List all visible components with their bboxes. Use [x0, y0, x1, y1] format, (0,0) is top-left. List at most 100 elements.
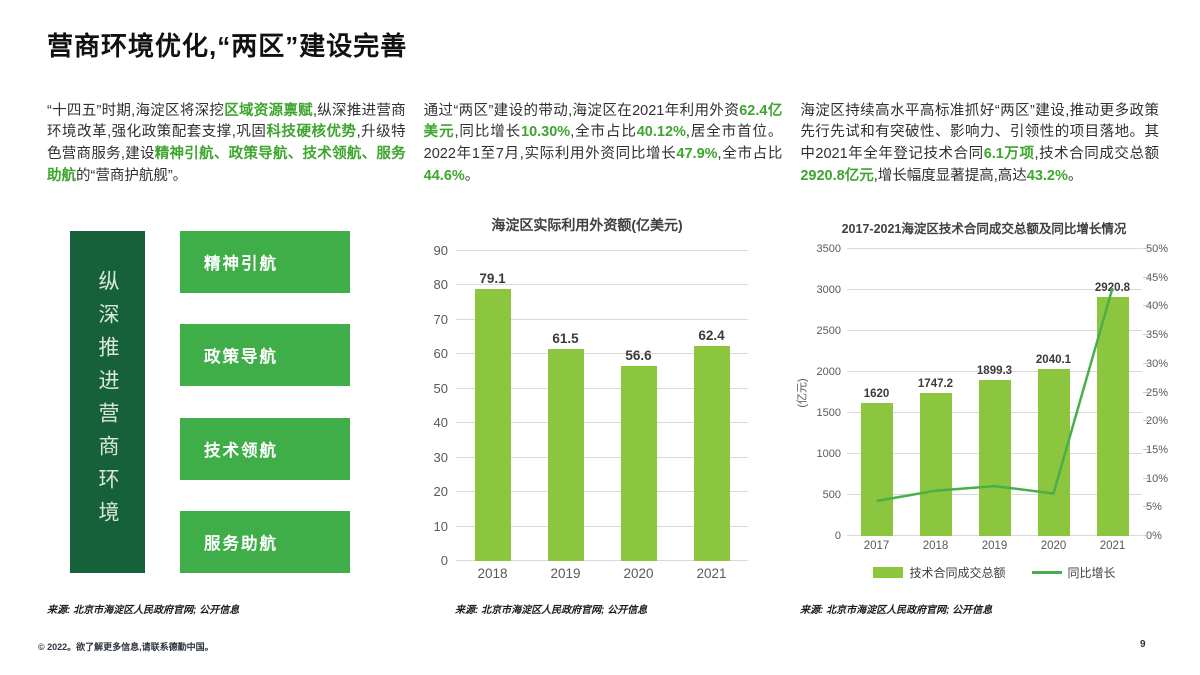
bar — [693, 346, 730, 561]
body-text: 。 — [464, 167, 480, 184]
x-axis-label: 2020 — [1040, 540, 1067, 552]
page-number: 9 — [1140, 639, 1146, 650]
bar-chart-plot-area: 0 10 20 30 40 50 60 70 80 90 79.1 61.5 56.6 62.4 — [434, 243, 748, 568]
highlighted-text: 2920.8亿元 — [800, 167, 874, 184]
y-axis-label: 60 — [433, 346, 448, 362]
y-axis-label: 80 — [433, 277, 448, 293]
body-text: ,技术合同成交总额 — [1034, 146, 1159, 162]
y-axis-label-right: 40% — [1146, 300, 1169, 313]
x-axis-labels: 2017 2018 2019 2020 2021 — [847, 540, 1142, 552]
bar-value-label: 79.1 — [479, 270, 506, 286]
gridline — [456, 422, 748, 424]
bar-value-label: 61.5 — [552, 331, 579, 347]
chart-legend: 技术合同成交总额 同比增长 — [847, 564, 1142, 581]
y-axis-label-right: 10% — [1146, 472, 1169, 485]
legend-bar-swatch — [873, 567, 904, 578]
body-text: ,增长幅度显著提高,高达 — [873, 167, 1027, 184]
body-text: ,升级特色营商服务,建设 — [47, 124, 406, 162]
gridline — [847, 330, 1142, 331]
body-text: ,全市占比 — [570, 124, 637, 141]
y-axis-label-left: 500 — [822, 489, 841, 502]
gridline — [456, 353, 748, 355]
bar-group: 1620 — [860, 249, 893, 536]
gridline — [456, 456, 748, 458]
y-axis-label: 30 — [433, 449, 448, 465]
gridline — [456, 387, 748, 389]
highlighted-text: 科技硬核优势 — [266, 124, 357, 141]
source-note-right: 来源: 北京市海淀区人民政府官网; 公开信息 — [800, 605, 993, 616]
page-title: 营商环境优化,“两区”建设完善 — [47, 31, 408, 61]
x-axis-label: 2018 — [477, 566, 508, 581]
bar-value-label: 1620 — [863, 388, 890, 401]
bar — [1096, 296, 1129, 536]
paragraph-right: 海淀区持续高水平高标准抓好“两区”建设,推动更多政策先行先试和有突破性、影响力、… — [800, 101, 1159, 188]
bar — [620, 366, 657, 561]
y-axis-label-right: 5% — [1146, 501, 1162, 514]
bar-chart-foreign-investment: 海淀区实际利用外资额(亿美元) 0 10 20 30 40 50 60 70 80 90 79.1 6… — [420, 215, 754, 581]
body-text: “十四五”时期,海淀区将深挖 — [47, 102, 225, 119]
axis-tick — [1143, 276, 1149, 278]
bar — [474, 288, 511, 561]
legend-label: 技术合同成交总额 — [909, 566, 1006, 580]
chart-title: 海淀区实际利用外资额(亿美元) — [491, 217, 683, 233]
combo-chart-tech-contracts: 2017-2021海淀区技术合同成交总额及同比增长情况 (亿元) 0 500 100… — [783, 218, 1185, 581]
bar-group: 56.6 — [620, 251, 657, 561]
y-axis-label-right: 30% — [1146, 357, 1169, 370]
x-axis-label: 2019 — [981, 540, 1008, 552]
x-axis-label: 2018 — [922, 540, 949, 552]
y-axis-label-right: 25% — [1146, 386, 1169, 399]
bar-value-label: 2920.8 — [1094, 281, 1131, 294]
y-axis-label-right: 15% — [1146, 443, 1169, 456]
y-axis-title: (亿元) — [796, 377, 809, 408]
highlighted-text: 47.9% — [676, 146, 718, 162]
y-axis-label-right: 45% — [1146, 271, 1169, 284]
axis-tick — [1143, 477, 1149, 479]
body-text: ,全市占比 — [717, 146, 783, 162]
bar-group: 62.4 — [693, 251, 730, 561]
highlighted-text: 40.12% — [636, 124, 686, 141]
y-axis-label-left: 2000 — [816, 366, 841, 379]
highlighted-text: 6.1万项 — [983, 146, 1035, 162]
y-axis-label-left: 2500 — [816, 325, 841, 337]
bar — [860, 403, 893, 536]
highlighted-text: 62.4亿美元 — [423, 102, 783, 141]
growth-line-layer — [876, 287, 1114, 503]
paragraph-left: “十四五”时期,海淀区将深挖区域资源禀赋,纵深推进营商环境改革,强化政策配套支撑… — [47, 101, 406, 188]
body-text: 通过“两区”建设的带动,海淀区在2021年利用外资 — [423, 102, 740, 119]
source-note-left: 来源: 北京市海淀区人民政府官网; 公开信息 — [47, 605, 240, 616]
y-axis-label-left: 3000 — [816, 284, 841, 296]
source-note-middle: 来源: 北京市海淀区人民政府官网; 公开信息 — [455, 605, 648, 616]
bar-value-label: 1899.3 — [976, 365, 1013, 378]
bar-value-label: 56.6 — [625, 348, 652, 364]
body-text: ,居全市首位。2022年1至7月,实际利用外资同比增长 — [423, 124, 783, 162]
gridline — [847, 371, 1142, 372]
growth-line — [876, 287, 1114, 503]
gridline — [456, 318, 748, 320]
x-axis-label: 2017 — [863, 540, 890, 552]
axis-tick — [1143, 362, 1149, 364]
diagram-boxes: 精神引航 政策导航 技术领航 服务助航 — [180, 231, 350, 573]
y-axis-label-left: 1500 — [816, 407, 841, 419]
bars-layer: 1620 1747.2 1899.3 2040.1 2920.8 — [847, 249, 1142, 536]
gridline — [456, 250, 748, 251]
y-axis-label-right: 50% — [1146, 243, 1169, 255]
bar — [547, 349, 584, 561]
legend-item: 技术合同成交总额 — [873, 564, 1006, 581]
y-axis-label: 10 — [433, 518, 448, 534]
gridline — [456, 491, 748, 493]
body-text: 。 — [1067, 167, 1083, 184]
x-axis-label: 2021 — [696, 566, 727, 581]
highlighted-text: 44.6% — [423, 167, 465, 184]
y-axis-label-right: 35% — [1146, 329, 1169, 342]
y-axis-label: 70 — [433, 311, 448, 327]
highlighted-text: 10.30% — [521, 124, 571, 141]
bar — [919, 392, 952, 536]
bar-value-label: 1747.2 — [917, 377, 954, 390]
highlighted-text: 43.2% — [1026, 167, 1068, 184]
combo-chart-plot-area: (亿元) 0 500 1000 1500 2000 2500 3000 3500 0% 5% 10%… — [797, 243, 1168, 542]
diagram-vertical-bar: 纵深推进营商环境 — [70, 231, 145, 573]
gridline — [847, 289, 1142, 290]
gridline — [456, 560, 748, 561]
bar-group: 1899.3 — [977, 249, 1012, 536]
legend-label: 同比增长 — [1067, 566, 1116, 580]
